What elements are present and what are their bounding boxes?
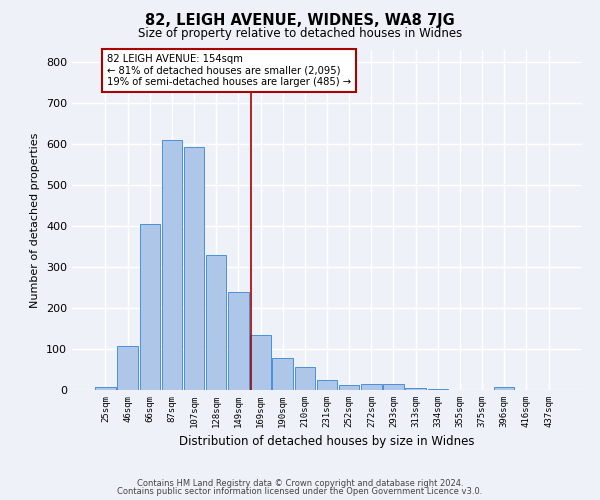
Text: Size of property relative to detached houses in Widnes: Size of property relative to detached ho… xyxy=(138,28,462,40)
Y-axis label: Number of detached properties: Number of detached properties xyxy=(31,132,40,308)
Text: Contains HM Land Registry data © Crown copyright and database right 2024.: Contains HM Land Registry data © Crown c… xyxy=(137,478,463,488)
Bar xyxy=(361,384,382,390)
Text: 82, LEIGH AVENUE, WIDNES, WA8 7JG: 82, LEIGH AVENUE, WIDNES, WA8 7JG xyxy=(145,12,455,28)
Bar xyxy=(95,386,116,390)
Bar xyxy=(272,358,293,390)
Bar xyxy=(206,255,226,390)
Bar xyxy=(161,140,182,390)
Bar xyxy=(406,388,426,390)
Bar xyxy=(317,380,337,390)
Bar xyxy=(118,346,138,390)
Bar xyxy=(250,334,271,390)
X-axis label: Distribution of detached houses by size in Widnes: Distribution of detached houses by size … xyxy=(179,436,475,448)
Bar xyxy=(383,384,404,390)
Bar xyxy=(228,292,248,390)
Text: Contains public sector information licensed under the Open Government Licence v3: Contains public sector information licen… xyxy=(118,487,482,496)
Bar xyxy=(140,224,160,390)
Text: 82 LEIGH AVENUE: 154sqm
← 81% of detached houses are smaller (2,095)
19% of semi: 82 LEIGH AVENUE: 154sqm ← 81% of detache… xyxy=(107,54,351,88)
Bar xyxy=(184,147,204,390)
Bar xyxy=(339,384,359,390)
Bar xyxy=(428,389,448,390)
Bar xyxy=(295,368,315,390)
Bar xyxy=(494,386,514,390)
